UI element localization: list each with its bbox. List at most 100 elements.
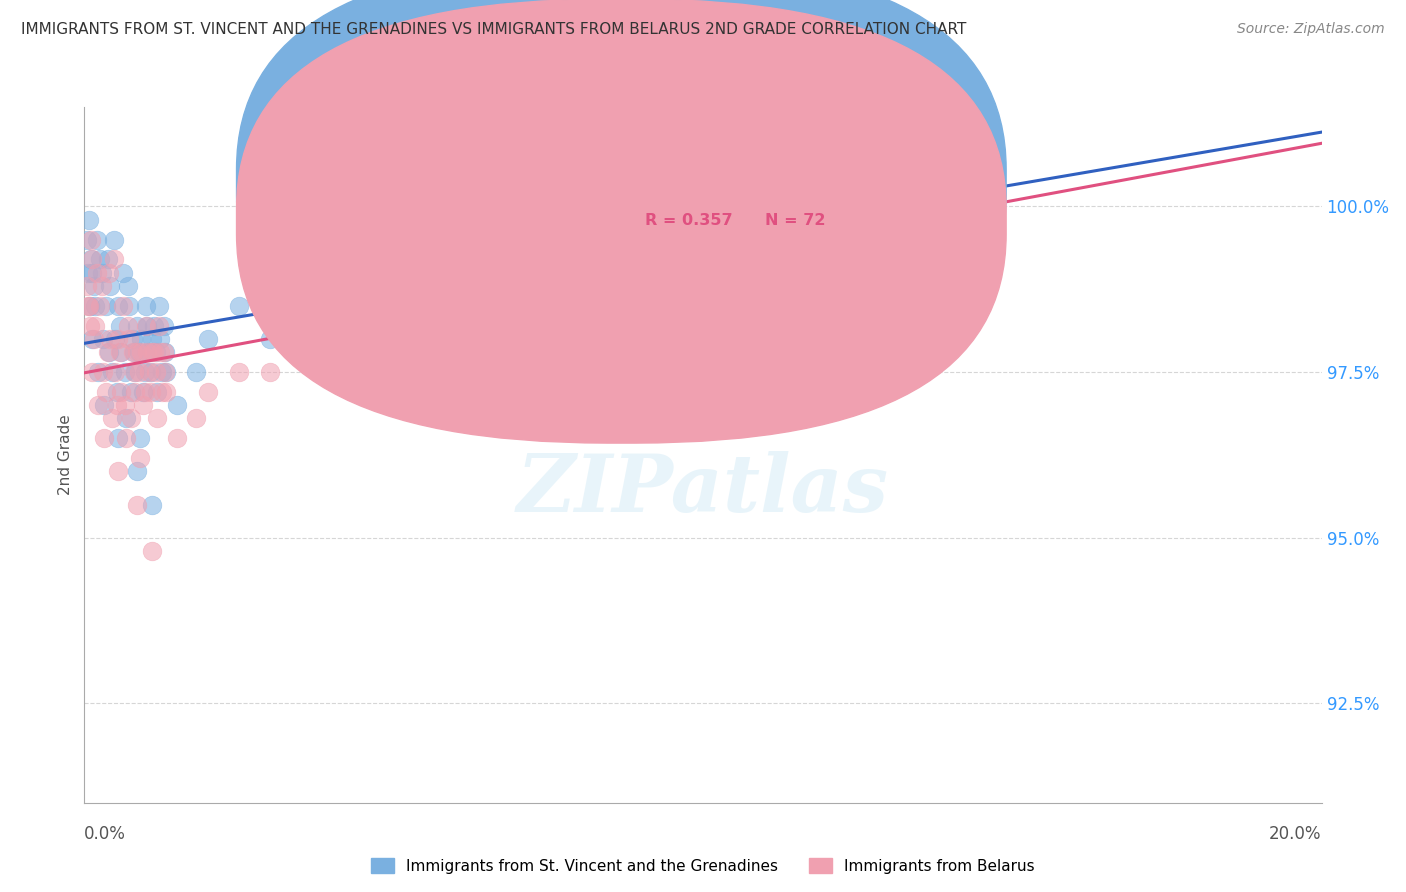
Point	[97, 345, 120, 359]
Point	[568, 252, 591, 267]
Point	[118, 332, 141, 346]
Point	[290, 332, 312, 346]
Point	[93, 431, 115, 445]
Point	[110, 318, 132, 333]
Point	[90, 279, 112, 293]
Point	[153, 345, 176, 359]
Point	[79, 252, 101, 267]
Point	[129, 451, 152, 466]
Point	[110, 345, 132, 359]
Point	[197, 384, 219, 399]
Point	[125, 318, 148, 333]
Point	[118, 299, 141, 313]
Point	[121, 345, 143, 359]
Point	[155, 384, 177, 399]
Point	[101, 365, 124, 379]
FancyBboxPatch shape	[585, 149, 876, 257]
Point	[115, 411, 138, 425]
Y-axis label: 2nd Grade: 2nd Grade	[58, 415, 73, 495]
Point	[117, 318, 139, 333]
Point	[152, 345, 174, 359]
Point	[141, 332, 163, 346]
Point	[128, 365, 150, 379]
Point	[87, 398, 110, 412]
Point	[105, 384, 128, 399]
Point	[107, 465, 129, 479]
Point	[166, 431, 188, 445]
Point	[138, 345, 160, 359]
Point	[121, 332, 143, 346]
Point	[132, 398, 155, 412]
Point	[142, 318, 165, 333]
Point	[90, 266, 112, 280]
Point	[134, 365, 156, 379]
Point	[122, 345, 145, 359]
Point	[77, 299, 100, 313]
Point	[135, 299, 157, 313]
Point	[125, 345, 148, 359]
Point	[103, 252, 125, 267]
Text: R = 0.402: R = 0.402	[645, 175, 733, 190]
Point	[124, 384, 146, 399]
Point	[142, 345, 165, 359]
Point	[146, 384, 169, 399]
Point	[141, 498, 163, 512]
Point	[141, 384, 163, 399]
Point	[152, 318, 174, 333]
Point	[124, 365, 146, 379]
Point	[150, 365, 173, 379]
Point	[815, 212, 838, 227]
Point	[79, 299, 101, 313]
Point	[382, 266, 405, 280]
Text: N = 72: N = 72	[765, 213, 825, 228]
Point	[939, 199, 962, 213]
Point	[114, 398, 136, 412]
Point	[120, 384, 142, 399]
Point	[692, 233, 714, 247]
Point	[145, 345, 167, 359]
Point	[259, 365, 281, 379]
Point	[146, 411, 169, 425]
Point	[138, 365, 160, 379]
Point	[815, 199, 838, 213]
Point	[197, 332, 219, 346]
Point	[103, 233, 125, 247]
Point	[568, 233, 591, 247]
Point	[692, 212, 714, 227]
Point	[128, 345, 150, 359]
Point	[155, 365, 177, 379]
Point	[122, 365, 145, 379]
Point	[111, 299, 134, 313]
Point	[117, 279, 139, 293]
Legend: Immigrants from St. Vincent and the Grenadines, Immigrants from Belarus: Immigrants from St. Vincent and the Gren…	[366, 852, 1040, 880]
Text: 20.0%: 20.0%	[1270, 825, 1322, 843]
Point	[84, 318, 107, 333]
Point	[149, 345, 172, 359]
Point	[135, 318, 157, 333]
FancyBboxPatch shape	[236, 0, 1007, 404]
Point	[129, 332, 152, 346]
Point	[141, 544, 163, 558]
Point	[82, 365, 104, 379]
Point	[86, 266, 108, 280]
Point	[107, 299, 129, 313]
Point	[506, 252, 529, 267]
Point	[84, 299, 107, 313]
Point	[129, 345, 152, 359]
Text: 0.0%: 0.0%	[84, 825, 127, 843]
Point	[101, 411, 124, 425]
Point	[91, 332, 114, 346]
Point	[129, 431, 152, 445]
Point	[83, 279, 105, 293]
Point	[94, 384, 117, 399]
FancyBboxPatch shape	[236, 0, 1007, 443]
Point	[259, 332, 281, 346]
Point	[134, 384, 156, 399]
Point	[79, 233, 101, 247]
Point	[111, 266, 134, 280]
Point	[98, 332, 121, 346]
Point	[153, 365, 176, 379]
Point	[98, 279, 121, 293]
Point	[120, 411, 142, 425]
Point	[228, 299, 250, 313]
